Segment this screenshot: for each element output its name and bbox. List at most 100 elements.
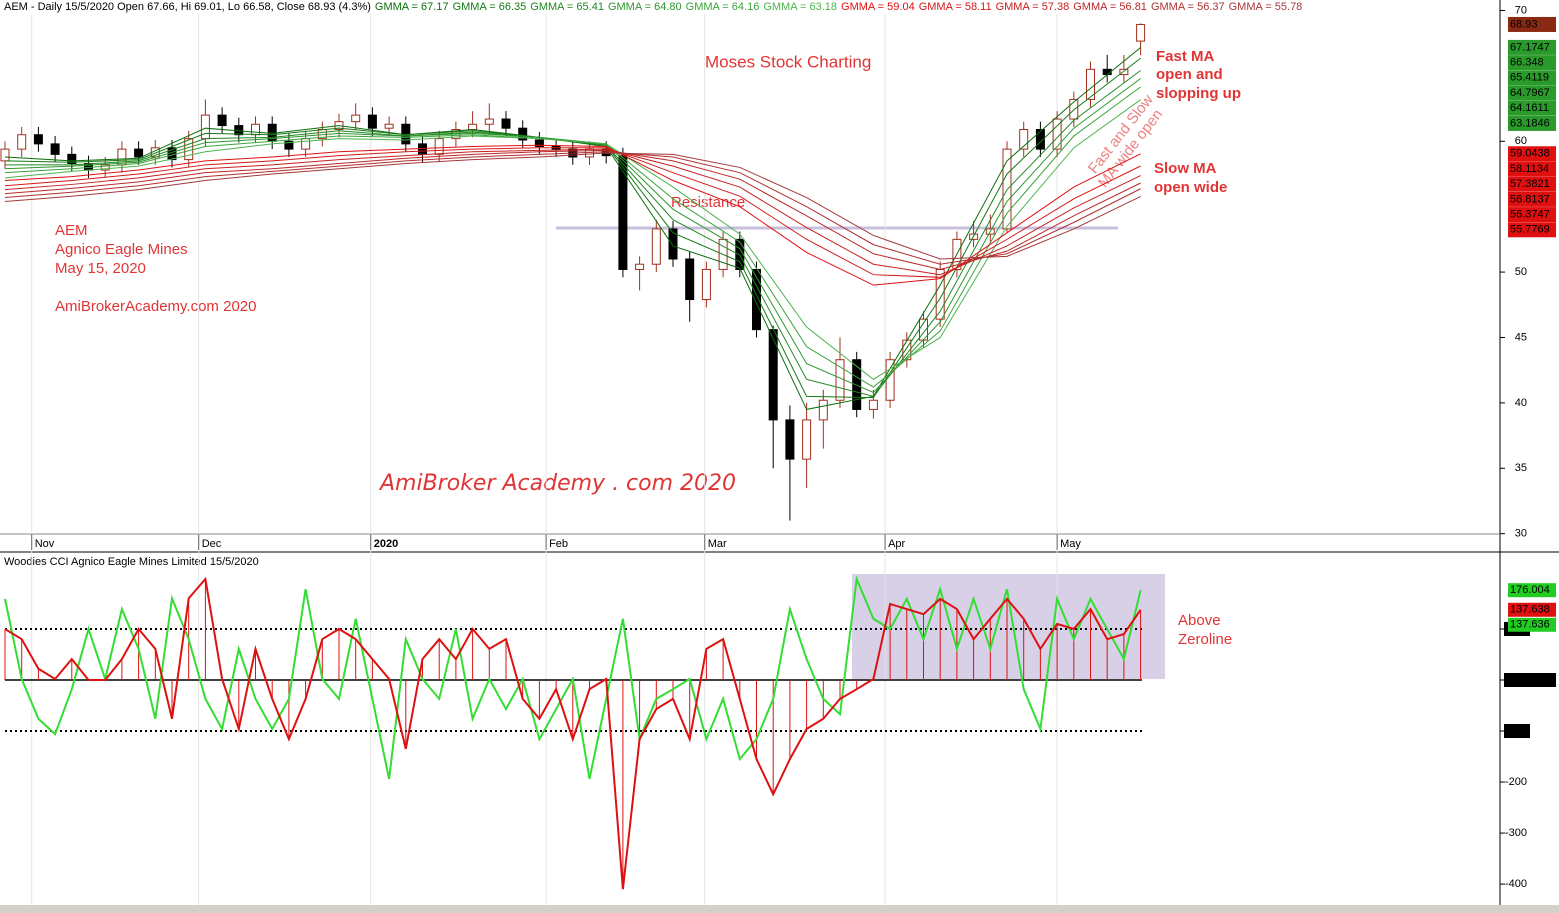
candle-body [33, 134, 43, 145]
candle-body [134, 148, 144, 158]
price-box [1508, 100, 1556, 116]
gmma-line [4, 78, 1141, 394]
candle-body [651, 228, 661, 265]
tick-box [1504, 724, 1530, 739]
x-tick-label: Dec [202, 538, 222, 550]
x-tick-label: May [1060, 538, 1081, 550]
sheet-tabs [0, 905, 1559, 913]
value-box [1508, 583, 1556, 598]
candle-body [802, 419, 812, 460]
candle-body [200, 114, 210, 140]
y-tick-label: -200 [1505, 776, 1527, 788]
price-box-label: 59.0438 [1510, 148, 1550, 160]
price-box-label: 57.3821 [1510, 178, 1550, 190]
y-tick-label: 45 [1515, 331, 1527, 343]
annotation: Fast MA [1156, 48, 1215, 65]
gmma-line [4, 147, 1141, 278]
cci-line [4, 575, 1142, 780]
price-box-label: 67.1747 [1510, 41, 1550, 53]
y-tick-label: 35 [1515, 462, 1527, 474]
value-box-label: 176.004 [1510, 584, 1550, 596]
gmma-line [4, 149, 1141, 270]
candle-body [618, 155, 628, 270]
title-values: GMMA = 67.17 GMMA = 66.35 GMMA = 65.41 GMMA… [375, 1, 1302, 13]
annotation: Resistance [671, 194, 745, 211]
candle-body [0, 148, 10, 162]
annotation: Agnico Eagle Mines [55, 241, 188, 258]
plot: Nov Dec 2020 Feb Mar Apr May 30 35 40 45 50 60 70 68.9… [0, 4, 1556, 905]
title-value: GMMA = 66.35 [453, 1, 527, 13]
candle-body [367, 114, 377, 129]
price-box [1508, 16, 1556, 32]
price-box-label: 66.348 [1510, 57, 1544, 69]
candle-body [284, 140, 294, 150]
candle-body [685, 258, 695, 301]
candle-body [100, 164, 110, 171]
price-box-label: 55.7769 [1510, 224, 1550, 236]
candle-body [668, 228, 678, 260]
title-value: GMMA = 67.17 [375, 1, 449, 13]
candle-body [1069, 98, 1079, 120]
annotation: May 15, 2020 [55, 260, 146, 277]
candle-body [635, 263, 645, 270]
candle-body [768, 329, 778, 421]
price-box-label: 64.1611 [1510, 102, 1549, 114]
candle-body [1086, 68, 1095, 100]
gmma-line [4, 151, 1141, 265]
candle-body [217, 114, 227, 127]
price-box [1508, 55, 1556, 71]
candle-body [251, 123, 260, 136]
y-tick-label: -100 [1506, 725, 1528, 737]
y-tick-label: 0.00000 [1506, 674, 1546, 686]
x-tick-label: Mar [708, 538, 727, 550]
title-value: GMMA = 55.78 [1229, 1, 1303, 13]
y-tick-label: -300 [1505, 827, 1527, 839]
value-box-label: 137.636 [1510, 619, 1550, 631]
candle-body [50, 143, 60, 155]
y-tick-label: 50 [1515, 266, 1527, 278]
x-tick-label: Feb [549, 538, 568, 550]
candle-body [518, 127, 528, 141]
title-value: GMMA = 63.18 [763, 1, 837, 13]
y-tick-label: 40 [1515, 397, 1527, 409]
annotation: slopping up [1156, 85, 1241, 102]
candle-body [1136, 23, 1146, 42]
price-box-label: 56.3747 [1510, 208, 1550, 220]
value-box-label: 137.638 [1510, 604, 1550, 616]
title-value: GMMA = 65.41 [530, 1, 604, 13]
candle-body [818, 399, 828, 421]
candle-body [835, 359, 845, 401]
y-tick-label: 70 [1515, 4, 1527, 16]
candle-body [384, 123, 394, 129]
tick-box [1504, 673, 1556, 687]
price-box-label: 65.4119 [1510, 72, 1549, 84]
price-box [1508, 146, 1556, 162]
title-value: GMMA = 64.80 [608, 1, 682, 13]
candle-body [885, 359, 895, 401]
candle-body [434, 138, 444, 155]
candle-body [301, 138, 311, 150]
price-box-label: 58.1134 [1510, 163, 1549, 175]
candle-body [1019, 128, 1029, 150]
price-box [1508, 222, 1556, 238]
price-box [1508, 70, 1556, 86]
annotation: open and [1156, 66, 1223, 83]
title-value: GMMA = 64.16 [686, 1, 760, 13]
y-tick-label: -400 [1505, 878, 1527, 890]
candle-body [868, 399, 878, 410]
price-box-label: 63.1846 [1510, 117, 1550, 129]
title-value: GMMA = 56.37 [1151, 1, 1225, 13]
candle-body [418, 143, 427, 155]
candle-body [484, 118, 494, 125]
candle-body [67, 153, 77, 165]
title-value: GMMA = 57.38 [996, 1, 1070, 13]
candle-body [17, 134, 27, 150]
candle-body [501, 118, 511, 129]
value-box [1508, 602, 1556, 617]
candle-body [351, 114, 361, 123]
x-tick-label: 2020 [374, 538, 398, 550]
gmma-line [4, 152, 1141, 260]
y-tick-label: 60 [1515, 135, 1527, 147]
